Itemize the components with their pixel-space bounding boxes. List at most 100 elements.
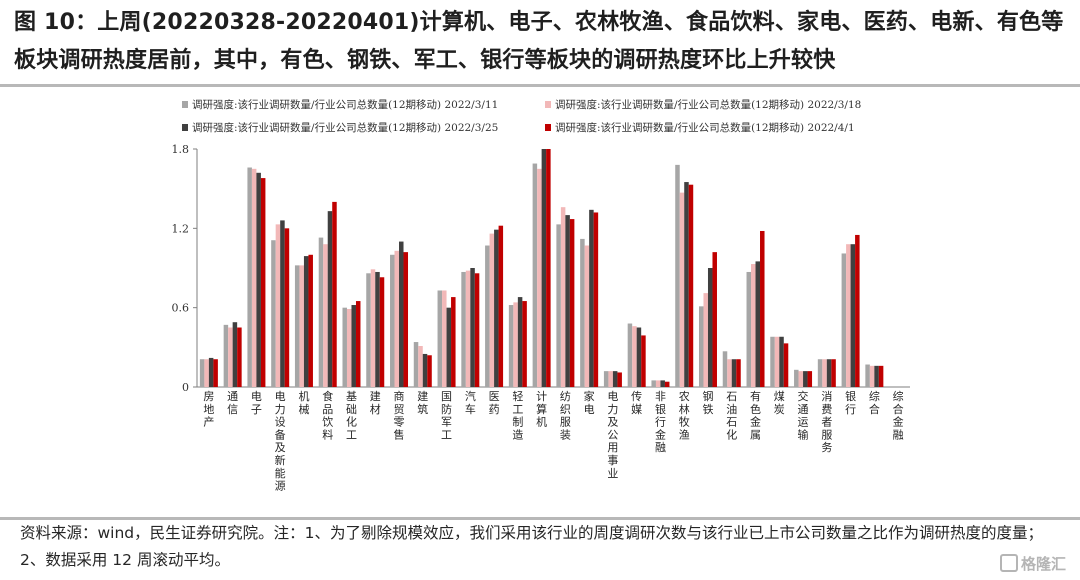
category-label: 煤炭: [774, 390, 785, 416]
category-label: 电力设备及新能源: [275, 390, 286, 493]
bar-4-0: [213, 359, 218, 387]
bar-4-3: [284, 228, 290, 387]
y-tick-label: 1.8: [172, 143, 190, 156]
category-label: 基础化工: [346, 390, 357, 441]
bar-2-2: [251, 168, 257, 387]
bar-4-13: [522, 301, 527, 387]
bar-4-26: [831, 359, 836, 387]
bar-2-17: [608, 371, 613, 387]
bar-3-25: [803, 371, 808, 387]
bar-2-7: [370, 269, 376, 387]
y-tick-label: 0: [182, 381, 189, 394]
bar-3-16: [589, 209, 594, 387]
category-label: 轻工制造: [512, 389, 523, 441]
watermark: 格隆汇: [999, 553, 1066, 574]
bar-4-1: [237, 327, 242, 387]
bar-2-21: [703, 293, 708, 387]
bar-1-0: [199, 359, 205, 387]
bar-3-18: [636, 327, 642, 387]
bar-1-21: [698, 306, 704, 387]
category-label: 食品饮料: [322, 389, 333, 441]
watermark-text: 格隆汇: [1020, 555, 1066, 573]
bar-3-19: [660, 380, 665, 387]
category-label: 国防军工: [441, 390, 452, 441]
bar-4-28: [878, 365, 884, 387]
figure-title: 图 10：上周(20220328-20220401)计算机、电子、农林牧渔、食品…: [14, 10, 1064, 73]
bar-3-26: [826, 359, 832, 387]
bar-3-10: [446, 307, 452, 387]
bar-4-9: [427, 355, 432, 387]
bar-4-23: [760, 230, 765, 387]
y-tick-label: 1.2: [172, 222, 190, 235]
bar-2-6: [346, 308, 352, 387]
bar-1-25: [794, 369, 799, 387]
category-label: 房地产: [203, 390, 214, 429]
bar-3-5: [327, 211, 333, 387]
bar-2-5: [323, 244, 328, 387]
bar-2-28: [869, 365, 875, 387]
bar-2-4: [299, 265, 304, 387]
bar-4-20: [688, 184, 694, 387]
bar-2-18: [632, 326, 637, 387]
bar-2-22: [727, 359, 732, 387]
category-label: 纺织服装: [560, 389, 571, 441]
bar-1-13: [508, 305, 514, 387]
legend-swatch-2: [545, 101, 551, 108]
bar-1-22: [722, 351, 728, 387]
bar-2-27: [846, 244, 851, 387]
legend-label-3: 调研强度:该行业调研数量/行业公司总数量(12期移动) 2022/3/25: [192, 121, 498, 134]
bar-3-27: [850, 244, 856, 387]
bar-4-17: [617, 372, 622, 387]
legend-label-4: 调研强度:该行业调研数量/行业公司总数量(12期移动) 2022/4/1: [555, 121, 855, 134]
bar-2-26: [822, 359, 827, 387]
bar-4-27: [855, 234, 860, 387]
bar-3-1: [232, 322, 238, 387]
category-label: 石油石化: [726, 390, 737, 441]
category-label: 综合金融: [893, 389, 904, 441]
top-divider: [0, 84, 1080, 87]
bar-4-15: [569, 219, 575, 387]
category-label: 钢铁: [702, 390, 713, 416]
category-label: 非银行金融: [655, 390, 666, 454]
bar-3-28: [874, 365, 879, 387]
category-label: 医药: [489, 390, 500, 416]
bar-4-5: [332, 201, 337, 387]
category-label: 有色金属: [750, 389, 761, 441]
category-label: 计算机: [536, 390, 547, 429]
bar-1-10: [437, 290, 443, 387]
bar-2-0: [204, 359, 209, 387]
bar-1-17: [603, 371, 609, 387]
bar-3-6: [351, 305, 356, 387]
bar-2-13: [513, 302, 518, 387]
category-label: 电子: [251, 390, 262, 416]
bar-1-3: [271, 240, 276, 387]
bar-2-9: [418, 346, 423, 387]
bar-1-5: [318, 237, 324, 387]
legend-swatch-3: [182, 124, 188, 131]
bar-3-22: [731, 359, 737, 387]
category-label: 综合: [869, 389, 880, 416]
bar-3-9: [422, 353, 428, 387]
bar-1-2: [247, 167, 252, 387]
bar-3-23: [755, 261, 761, 387]
bar-1-4: [294, 265, 300, 387]
bar-2-16: [584, 245, 590, 387]
bottom-divider: [0, 517, 1080, 520]
category-label: 农林牧渔: [679, 389, 690, 441]
bar-3-3: [280, 220, 285, 387]
bar-3-20: [684, 182, 689, 387]
bar-3-7: [375, 271, 380, 387]
bar-1-1: [223, 324, 229, 387]
category-label: 电力及公用事业: [607, 390, 618, 480]
bar-chart: 调研强度:该行业调研数量/行业公司总数量(12期移动) 2022/3/11 调研强…: [172, 98, 910, 493]
bar-2-11: [465, 270, 471, 387]
bar-2-8: [394, 250, 400, 387]
bar-4-11: [474, 273, 480, 387]
bar-3-4: [303, 256, 309, 387]
bar-3-8: [399, 241, 404, 387]
bar-1-9: [413, 342, 419, 387]
bar-1-26: [817, 359, 823, 387]
bar-2-3: [275, 224, 281, 387]
bar-1-8: [390, 254, 395, 387]
category-label: 银行: [845, 389, 856, 416]
